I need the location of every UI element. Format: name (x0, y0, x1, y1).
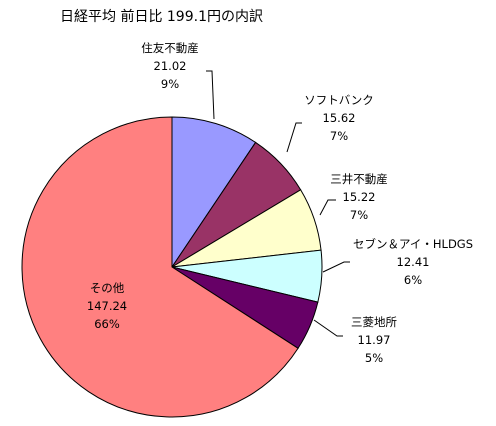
slice-label-value: 147.24 (87, 299, 127, 313)
slice-label-value: 15.22 (343, 190, 376, 204)
slice-label-value: 15.62 (323, 111, 356, 125)
slice-label-name: ソフトバンク (304, 93, 374, 107)
leader-line-1 (206, 70, 215, 120)
slice-label-percent: 5% (365, 351, 383, 365)
slice-label-value: 21.02 (154, 59, 187, 73)
chart-title: 日経平均 前日比 199.1円の内訳 (60, 8, 263, 25)
slice-label-name: その他 (90, 281, 125, 295)
slice-label-name: 三井不動産 (330, 172, 388, 186)
pie-slice-1 (171, 116, 257, 269)
slice-label-percent: 6% (404, 273, 422, 287)
slice-label-percent: 7% (330, 129, 348, 143)
leader-line-3 (319, 199, 336, 216)
slice-label-value: 12.41 (397, 255, 430, 269)
slice-label-value: 11.97 (358, 333, 391, 347)
leader-line-5 (313, 319, 343, 337)
slice-label-percent: 66% (94, 317, 120, 331)
slice-label-name: 三菱地所 (351, 315, 397, 329)
slice-label-percent: 9% (161, 77, 179, 91)
slice-label-name: セブン＆アイ・HLDGS (353, 237, 473, 251)
leader-line-2 (286, 122, 302, 153)
slice-label-name: 住友不動産 (141, 41, 199, 55)
pie-slice-6 (21, 116, 299, 418)
leader-line-4 (322, 261, 350, 273)
slice-label-percent: 7% (350, 208, 368, 222)
